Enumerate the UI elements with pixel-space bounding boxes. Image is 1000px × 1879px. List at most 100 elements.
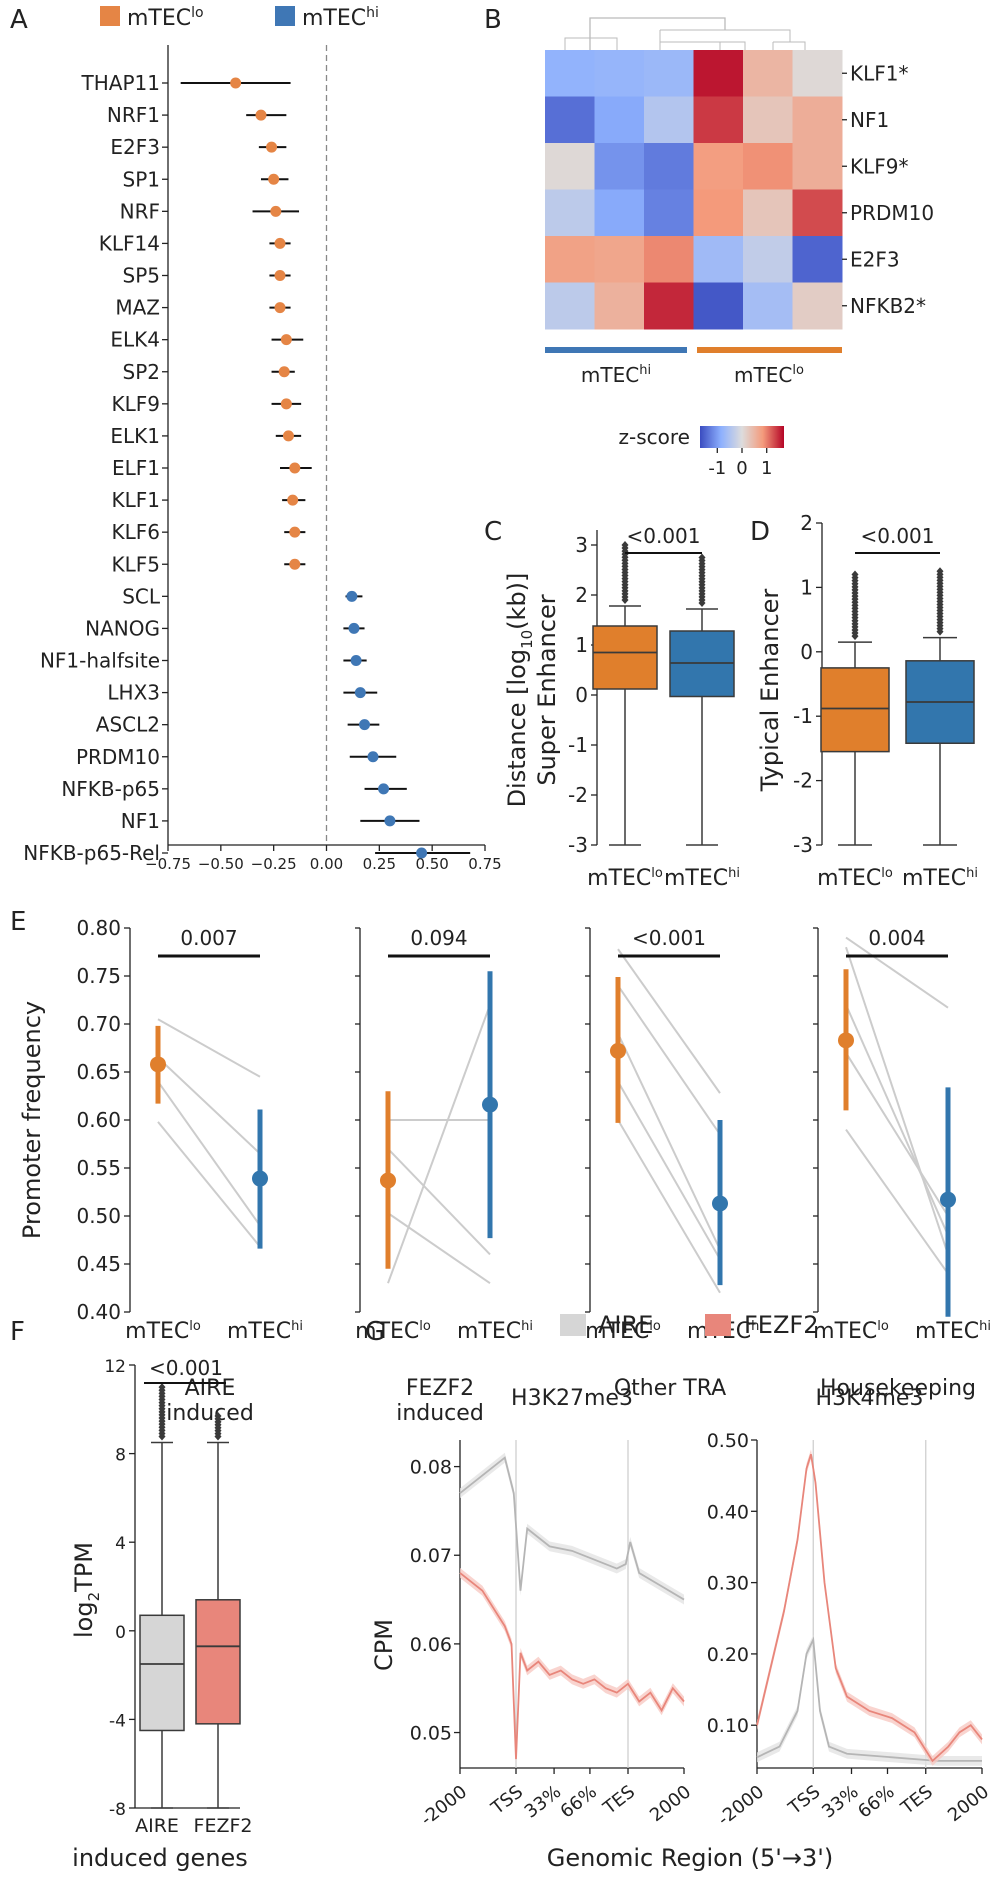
y-axis-label: CPM xyxy=(370,1619,398,1671)
mean-point-mtec-hi xyxy=(940,1191,956,1208)
paired-sample-line xyxy=(617,1081,721,1260)
row-label: SP1 xyxy=(123,167,160,191)
legend-label-aire: AIRE xyxy=(598,1311,653,1339)
row-label: NRF xyxy=(120,199,160,223)
heatmap-cell xyxy=(594,50,645,97)
heatmap-cell xyxy=(743,282,793,330)
panel-e-pointrange: Promoter frequency 0.40 0.45 0.50 0.55 0.60 0.… xyxy=(18,916,991,1426)
point-estimate xyxy=(280,398,292,410)
heatmap-cell xyxy=(693,282,744,330)
row-label: KLF5 xyxy=(112,552,161,576)
y-tick-label: 3 xyxy=(575,533,588,557)
point-estimate xyxy=(280,334,292,346)
point-estimate xyxy=(367,751,379,763)
series-line-aire xyxy=(756,1636,982,1762)
mean-point-mtec-lo xyxy=(838,1032,854,1049)
x-category-label: FEZF2 xyxy=(194,1815,253,1837)
colorbar-tick-label: 1 xyxy=(761,458,772,479)
y-tick-label: 4 xyxy=(115,1534,126,1554)
paired-sample-line xyxy=(845,1129,949,1275)
x-tick-label: TES xyxy=(896,1781,936,1819)
confidence-band-fezf2 xyxy=(757,1449,982,1766)
y-tick-label: -2 xyxy=(793,769,813,793)
row-label: SCL xyxy=(122,584,161,608)
x-category-label: mTEClo xyxy=(587,866,663,891)
x-category-label: mTEChi xyxy=(457,1319,533,1344)
x-axis-label: induced genes xyxy=(72,1844,248,1872)
row-label: KLF6 xyxy=(112,520,161,544)
heatmap-cell xyxy=(545,96,595,144)
point-estimate xyxy=(289,558,301,570)
p-value-label: 0.007 xyxy=(180,926,237,950)
x-tick-label: 0.00 xyxy=(310,855,343,873)
y-tick-label: 0.65 xyxy=(76,1060,121,1084)
row-label: NF1-halfsite xyxy=(40,649,160,673)
x-category-label: mTEClo xyxy=(813,1319,889,1344)
point-estimate xyxy=(274,237,286,249)
panel-a-forest-plot: mTEClo mTEChi −0.75 −0.50 −0.25 0.00 0.25 0.5… xyxy=(23,5,501,873)
subpanel-title: AIRE xyxy=(185,1376,236,1401)
y-tick-label: 1 xyxy=(800,575,813,599)
x-category-label: AIRE xyxy=(135,1815,179,1837)
paired-sample-line xyxy=(387,1212,491,1285)
y-tick-label: 0.45 xyxy=(76,1252,121,1276)
y-axis-label: Distance [log10(kb)] xyxy=(503,573,536,808)
x-category-label: mTEClo xyxy=(817,866,893,891)
subpanel-title: Other TRA xyxy=(614,1376,726,1401)
series-line-aire xyxy=(459,1456,685,1601)
heatmap-cell xyxy=(594,96,645,144)
panel-title: Super Enhancer xyxy=(533,594,561,785)
point-estimate xyxy=(354,687,366,699)
point-estimate xyxy=(289,462,301,474)
y-tick-label: 0.80 xyxy=(76,916,121,940)
x-tick-label: −0.75 xyxy=(145,855,191,873)
x-category-label: mTEChi xyxy=(664,866,740,891)
heatmap-cell xyxy=(545,282,595,330)
heatmap-row-label: NFKB2* xyxy=(850,294,926,318)
mean-point-mtec-hi xyxy=(712,1195,728,1212)
subpanel-title: induced xyxy=(396,1401,484,1426)
y-tick-label: 0.60 xyxy=(76,1108,121,1132)
box-iqr xyxy=(195,1599,241,1725)
heatmap-cell xyxy=(644,50,694,97)
panel-b-heatmap: KLF1* NF1 KLF9* PRDM10 E2F3 NFKB2* mTEChi mTE… xyxy=(545,17,934,479)
series-line-fezf2 xyxy=(756,1453,983,1763)
y-tick-label: -3 xyxy=(793,833,813,857)
heatmap-cell xyxy=(792,96,843,144)
y-tick-label: 1 xyxy=(575,633,588,657)
p-value-label: 0.094 xyxy=(410,926,467,950)
point-estimate xyxy=(274,302,286,314)
legend-label-mtec-lo: mTEClo xyxy=(127,5,204,31)
subpanel-title: Housekeeping xyxy=(820,1376,976,1401)
point-estimate xyxy=(289,526,301,538)
heatmap-cell xyxy=(743,236,793,283)
row-label: SP5 xyxy=(123,264,160,288)
heatmap-cell xyxy=(693,96,744,144)
y-tick-label: 0 xyxy=(575,683,588,707)
p-value-label: 0.004 xyxy=(868,926,925,950)
x-category-label: mTEChi xyxy=(915,1319,991,1344)
x-tick-label: -2000 xyxy=(714,1781,768,1830)
heatmap-cell xyxy=(693,189,744,237)
row-label: NFKB-p65 xyxy=(61,777,160,801)
row-label: NRF1 xyxy=(107,103,160,127)
heatmap-row-label: NF1 xyxy=(850,108,889,132)
point-estimate xyxy=(268,173,280,185)
point-estimate xyxy=(278,366,290,378)
x-tick-label: 66% xyxy=(854,1781,898,1822)
outlier-marker xyxy=(936,567,944,576)
y-tick-label: -3 xyxy=(568,833,588,857)
paired-sample-line xyxy=(845,1052,949,1217)
heatmap-cell xyxy=(792,143,843,190)
y-tick-label: -8 xyxy=(109,1800,126,1820)
outlier-marker xyxy=(158,1383,166,1392)
x-tick-label: 2000 xyxy=(944,1781,993,1826)
heatmap-cell xyxy=(545,189,595,237)
heatmap-row-label: KLF1* xyxy=(850,61,909,85)
y-tick-label: 0.75 xyxy=(76,964,121,988)
group-bar-mtec-hi xyxy=(545,347,687,353)
row-label: ELK4 xyxy=(110,328,160,352)
x-tick-label: 2000 xyxy=(646,1781,695,1826)
